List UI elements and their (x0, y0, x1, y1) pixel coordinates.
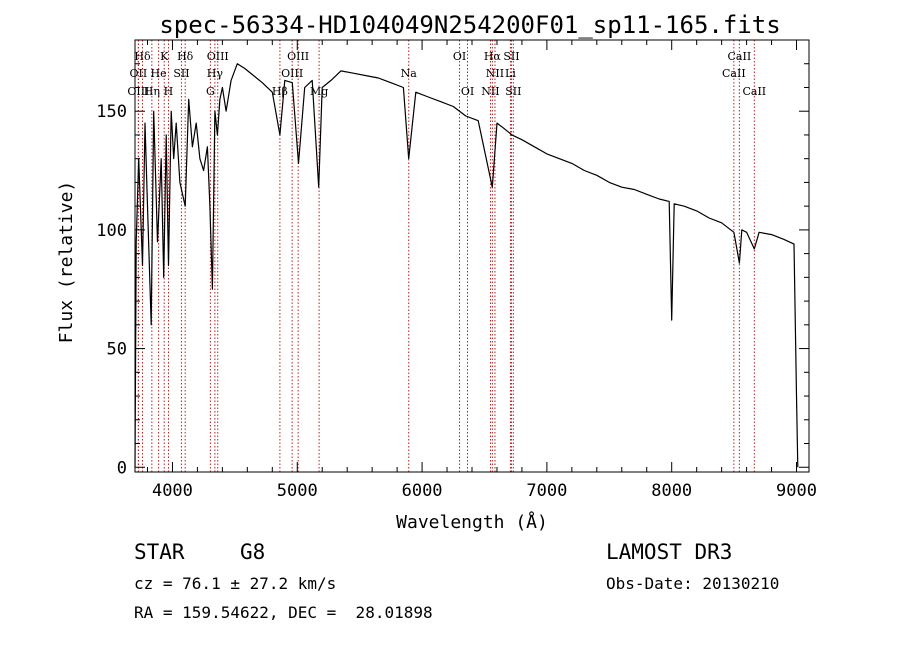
x-tick-label: 9000 (776, 481, 817, 501)
obs-date: Obs-Date: 20130210 (606, 574, 780, 593)
spectral-line-label: Na (401, 67, 418, 80)
spectral-line-label: SII (505, 85, 521, 98)
spectral-line-label: Hδ (134, 50, 151, 63)
y-tick-label: 0 (117, 458, 127, 478)
spectral-line-label: SII (503, 50, 519, 63)
spectral-line-label: OIII (207, 50, 229, 63)
object-class: STAR (134, 540, 185, 564)
spectral-line-label: He (151, 67, 167, 80)
plot-frame (134, 39, 810, 473)
x-axis-ticks: 4000 5000 6000 7000 8000 9000 (146, 40, 817, 501)
spectral-line-label: CaII (728, 50, 752, 63)
y-axis-title: Flux (relative) (56, 181, 77, 344)
y-axis-ticks: 0 50 100 150 (96, 63, 809, 478)
x-tick-label: 8000 (651, 481, 692, 501)
spectral-line-label: Hα (484, 50, 502, 63)
chart-title: spec-56334-HD104049N254200F01_sp11-165.f… (159, 11, 780, 39)
spectral-line-label: K (160, 50, 169, 63)
x-tick-label: 6000 (402, 481, 443, 501)
spectral-line-label: OIII (127, 85, 149, 98)
y-tick-label: 50 (107, 340, 127, 360)
coordinates: RA = 159.54622, DEC = 28.01898 (134, 603, 433, 622)
subclass: G8 (240, 540, 266, 564)
redshift-readout: cz = 76.1 ± 27.2 km/s (134, 574, 337, 593)
x-tick-label: 4000 (152, 481, 193, 501)
spectral-line-label: H (164, 85, 174, 98)
spectral-line-markers (137, 40, 755, 472)
spectral-line-labels: Hδ OII OIII K He Hη Hδ SII H OIII Hγ G OIII OIII Hβ Mg N… (127, 50, 766, 98)
x-tick-label: 5000 (277, 481, 318, 501)
spectral-line-label: OIII (281, 67, 303, 80)
x-axis-title: Wavelength (Å) (396, 511, 548, 533)
spectral-line-label: Hδ (177, 50, 194, 63)
spectral-line-label: Mg (310, 85, 328, 98)
y-tick-label: 150 (96, 102, 127, 122)
spectral-line-label: Li (505, 67, 516, 80)
spectral-line-label: NII (481, 85, 499, 98)
spectral-line-label: NII (486, 67, 504, 80)
spectral-line-label: OI (453, 50, 466, 63)
spectral-line-label: OI (461, 85, 474, 98)
survey-name: LAMOST DR3 (606, 540, 733, 564)
spectrum-line (134, 63, 799, 468)
spectral-line-label: OIII (287, 50, 309, 63)
spectral-line-label: G (206, 85, 215, 98)
spectral-line-label: CaII (722, 67, 746, 80)
spectrum-series (134, 63, 799, 468)
spectral-line-label: OII (130, 67, 148, 80)
spectral-line-label: Hγ (207, 67, 224, 80)
y-tick-label: 100 (96, 221, 127, 241)
x-tick-label: 7000 (526, 481, 567, 501)
spectral-line-label: Hη (144, 85, 160, 98)
spectral-line-label: SII (173, 67, 189, 80)
spectral-line-label: CaII (742, 85, 766, 98)
spectral-line-label: Hβ (272, 85, 288, 98)
